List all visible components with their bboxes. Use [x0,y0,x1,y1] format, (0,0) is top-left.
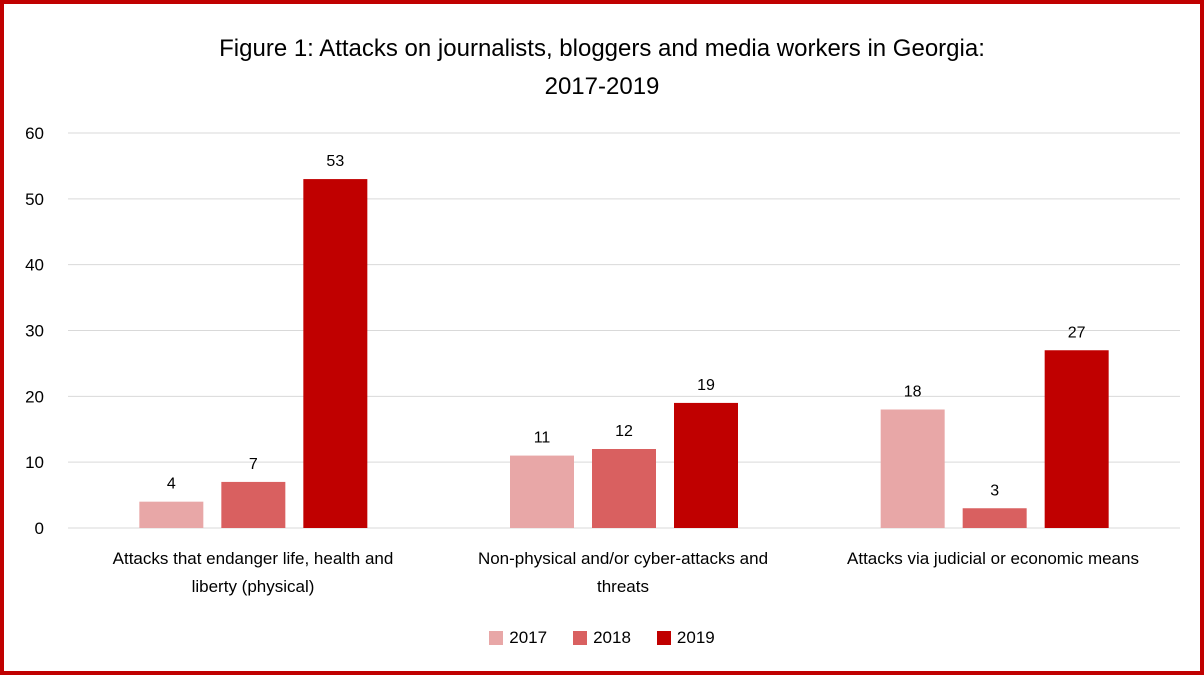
category-label-line1: Non-physical and/or cyber-attacks and [477,549,769,568]
category-label-line2: threats [597,577,649,596]
y-tick-label: 0 [35,519,44,538]
bar-2017 [880,409,945,528]
data-label: 53 [326,153,344,170]
legend-label: 2019 [676,628,715,647]
category-label-line1: Attacks that endanger life, health and [112,549,394,568]
y-tick-label: 10 [25,453,44,472]
category-label-line2: liberty (physical) [191,577,315,596]
data-label: 18 [904,384,922,401]
data-label: 7 [249,456,258,473]
chart-legend: 2017 2018 2019 [4,628,1200,648]
bar-2019 [674,402,738,528]
bar-2017 [139,501,204,528]
data-label: 12 [615,423,633,440]
category-label-line1: Attacks via judicial or economic means [847,549,1139,568]
data-label: 11 [534,430,551,447]
y-tick-label: 50 [25,190,44,209]
legend-swatch [656,631,671,645]
y-tick-label: 30 [25,322,44,341]
y-tick-label: 20 [25,387,44,406]
y-tick-label: 60 [25,124,44,143]
legend-swatch [573,631,588,645]
legend-swatch [489,631,504,645]
chart-title-line2: 2017-2019 [544,73,660,100]
data-label: 3 [990,482,999,499]
category-label-non-physical: Non-physical and/or cyber-attacks and th… [438,545,808,601]
data-label: 19 [697,377,715,394]
legend-item-2018: 2018 [573,628,631,648]
legend-item-2017: 2017 [489,628,547,648]
legend-item-2019: 2019 [656,628,715,648]
bar-chart-plot: 0 10 20 30 40 50 60 4 11 18 7 12 3 53 19 27 [25,124,1180,538]
bar-2018 [592,449,656,528]
category-label-judicial: Attacks via judicial or economic means [808,545,1178,573]
data-label: 4 [167,476,176,493]
bar-2017 [510,455,574,528]
chart-title-line1: Figure 1: Attacks on journalists, blogge… [219,35,985,62]
y-tick-label: 40 [25,256,44,275]
data-label: 27 [1068,324,1086,341]
category-label-physical: Attacks that endanger life, health and l… [68,545,438,601]
bar-2018 [221,481,286,528]
bar-2019 [1044,350,1109,528]
bar-2019 [303,179,368,529]
legend-label: 2017 [509,628,548,647]
legend-label: 2018 [593,628,631,647]
chart-title: Figure 1: Attacks on journalists, blogge… [4,30,1200,106]
bar-2018 [962,508,1027,528]
